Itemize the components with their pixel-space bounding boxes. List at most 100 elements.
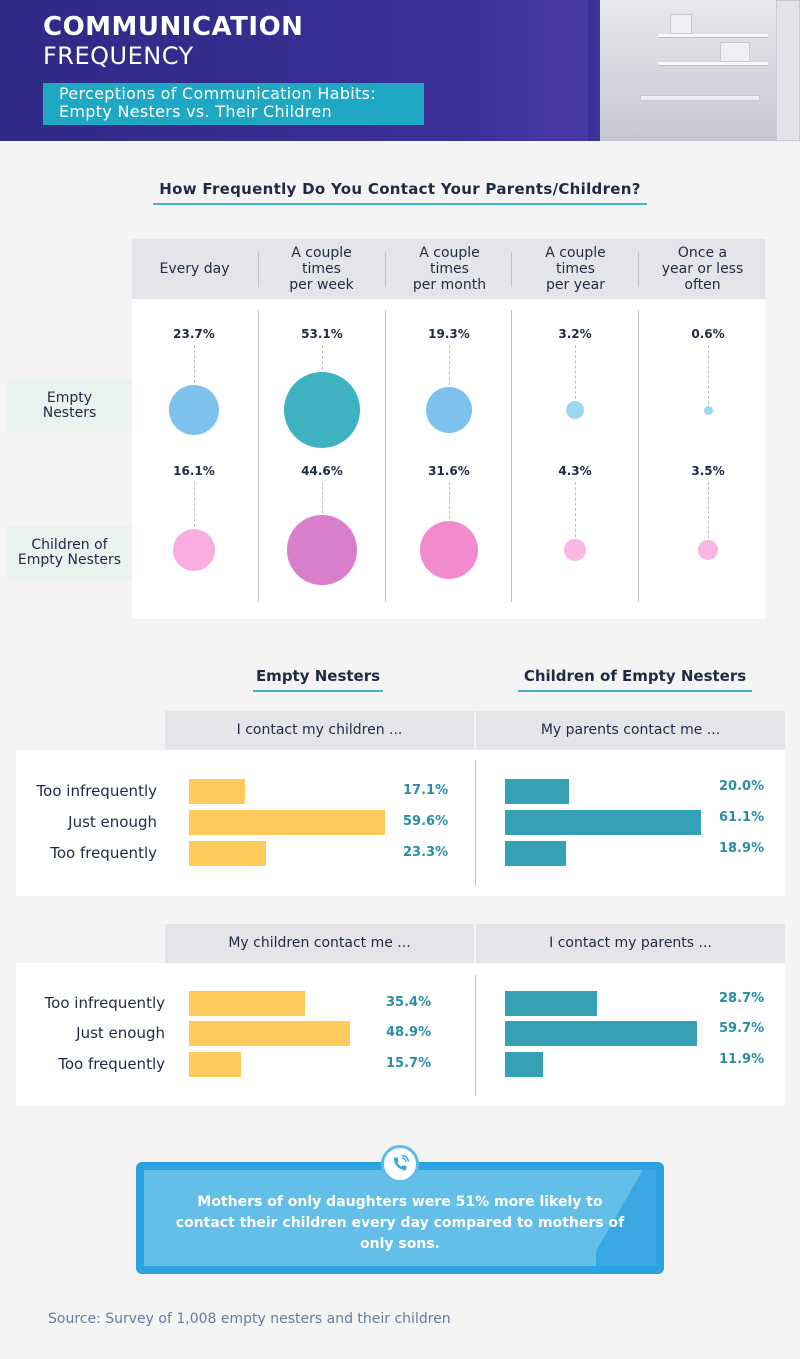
leader-line <box>322 345 323 370</box>
leader-line <box>449 482 450 519</box>
column-header-line: times <box>302 261 341 277</box>
bar-category-label: Too frequently <box>50 844 157 862</box>
leader-line <box>194 345 195 383</box>
column-header-line: A couple <box>291 245 352 261</box>
column-header: Once a year or less often <box>639 245 766 293</box>
column-header: A couple times per year <box>512 245 639 293</box>
leader-line <box>708 482 709 539</box>
block1-divider <box>475 760 476 886</box>
page-title-line1: COMMUNICATION <box>43 12 304 42</box>
bar-category-label: Just enough <box>76 1024 165 1042</box>
bar-value: 17.1% <box>403 783 449 798</box>
photo-desk <box>640 95 760 101</box>
bar-value: 48.9% <box>386 1025 432 1040</box>
row-label-empty-nesters: Empty Nesters <box>7 379 132 432</box>
column-divider <box>258 310 259 602</box>
empty-nesters-title: Empty Nesters <box>255 667 381 685</box>
page-subtitle: Perceptions of Communication Habits: Emp… <box>59 85 429 121</box>
bar-value: 28.7% <box>719 991 765 1006</box>
bar-empty-nesters <box>189 841 266 866</box>
column-divider <box>638 310 639 602</box>
header-banner <box>0 0 800 141</box>
bar-category-label: Too infrequently <box>44 994 165 1012</box>
question-i-contact-children: I contact my children ... <box>165 711 474 750</box>
bar-empty-nesters <box>189 810 385 835</box>
data-bubble <box>173 529 215 571</box>
leader-line <box>575 345 576 399</box>
bar-value: 35.4% <box>386 995 432 1010</box>
subtitle-line2: Empty Nesters vs. Their Children <box>59 102 332 121</box>
row-label-line: Children of <box>31 537 108 553</box>
row-label-line: Empty <box>46 390 93 406</box>
block2-divider <box>475 975 476 1096</box>
percent-label: 23.7% <box>173 327 215 341</box>
column-divider <box>385 252 386 287</box>
column-header-line: Every day <box>159 261 230 277</box>
bar-value: 59.6% <box>403 814 449 829</box>
column-header-line: A couple <box>545 245 606 261</box>
column-header-line: year or less <box>661 261 744 277</box>
column-header-line: times <box>430 261 469 277</box>
photo-wall <box>776 0 800 141</box>
source-note: Source: Survey of 1,008 empty nesters an… <box>48 1311 451 1327</box>
bar-children <box>505 991 598 1016</box>
column-header-line: per week <box>289 277 354 293</box>
photo-shelf-item <box>670 14 692 34</box>
leader-line <box>449 345 450 386</box>
children-title-underline <box>518 690 752 692</box>
percent-label: 4.3% <box>558 464 592 478</box>
percent-label: 3.2% <box>558 327 592 341</box>
data-bubble <box>426 387 472 433</box>
percent-label: 0.6% <box>691 327 725 341</box>
percent-label: 16.1% <box>173 464 215 478</box>
percent-label: 3.5% <box>691 464 725 478</box>
column-header-line: per year <box>546 277 605 293</box>
percent-label: 19.3% <box>428 327 470 341</box>
bar-children <box>505 1052 544 1077</box>
column-divider <box>385 310 386 602</box>
bar-empty-nesters <box>189 991 306 1016</box>
column-divider <box>638 252 639 287</box>
header-room-photo <box>600 0 800 141</box>
callout-inner <box>144 1170 656 1266</box>
row-label-line: Nesters <box>42 405 97 421</box>
percent-label: 44.6% <box>301 464 343 478</box>
bar-children <box>505 779 570 804</box>
column-divider <box>511 310 512 602</box>
data-bubble <box>287 515 357 585</box>
frequency-header-row <box>132 239 765 299</box>
bar-value: 61.1% <box>719 810 765 825</box>
question-children-contact-me: My children contact me ... <box>165 924 474 963</box>
row-label-children: Children of Empty Nesters <box>7 526 132 579</box>
bar-category-label: Just enough <box>68 813 157 831</box>
empty-nesters-title-underline <box>253 690 383 692</box>
phone-icon <box>393 1154 410 1171</box>
subtitle-box <box>43 83 424 125</box>
bar-empty-nesters <box>189 1021 350 1046</box>
callout-text: Mothers of only daughters were 51% more … <box>175 1194 625 1252</box>
leader-line <box>575 482 576 538</box>
bar-category-label: Too infrequently <box>36 782 157 800</box>
data-bubble <box>565 400 585 420</box>
subtitle-line1: Perceptions of Communication Habits: <box>59 84 376 103</box>
leader-line <box>194 482 195 528</box>
column-divider <box>258 252 259 287</box>
question-i-contact-parents: I contact my parents ... <box>476 924 785 963</box>
data-bubble <box>703 405 713 415</box>
data-bubble <box>168 384 220 436</box>
column-header-line: A couple <box>419 245 480 261</box>
percent-label: 53.1% <box>301 327 343 341</box>
column-divider <box>511 252 512 287</box>
question-parents-contact-me: My parents contact me ... <box>476 711 785 750</box>
leader-line <box>708 345 709 404</box>
bar-value: 18.9% <box>719 841 765 856</box>
column-header: A couple times per week <box>258 245 385 293</box>
photo-shelf <box>658 34 768 38</box>
data-bubble <box>284 372 360 448</box>
bar-value: 11.9% <box>719 1052 765 1067</box>
data-bubble <box>564 539 586 561</box>
column-header: Every day <box>131 261 258 277</box>
column-header-line: often <box>684 277 721 293</box>
bar-children <box>505 1021 697 1046</box>
bar-empty-nesters <box>189 1052 241 1077</box>
